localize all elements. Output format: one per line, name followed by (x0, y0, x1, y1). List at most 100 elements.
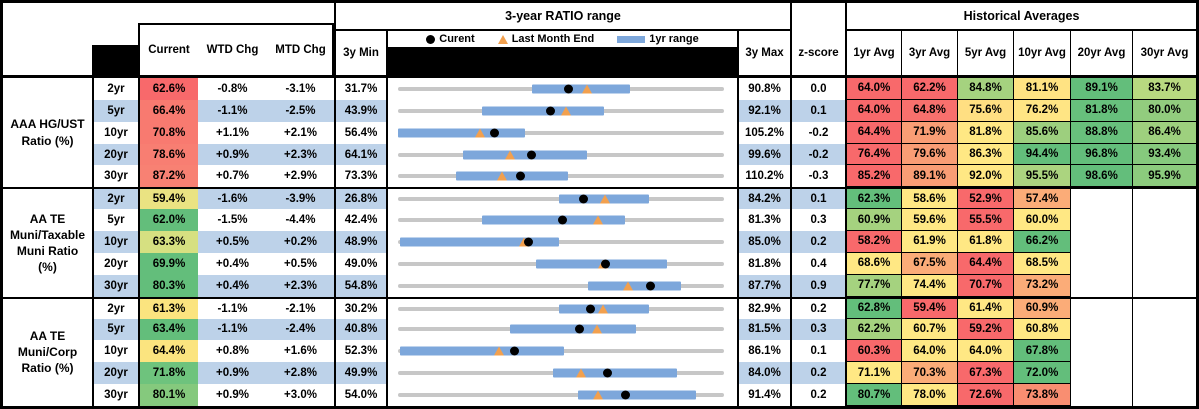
avg-cell: 62.2% (845, 318, 901, 341)
last-month-triangle-icon (582, 84, 593, 94)
zscore-cell: 0.9 (790, 274, 845, 297)
3y-min-cell: 54.8% (334, 274, 386, 297)
avg-cell (1132, 274, 1196, 297)
avg-cell: 64.8% (901, 99, 957, 122)
current-dot-icon (602, 368, 612, 378)
avg-cell: 85.2% (845, 165, 901, 188)
avg-cell: 89.1% (901, 165, 957, 188)
avg-cell: 73.8% (1013, 384, 1070, 406)
avg-cell: 83.7% (1132, 78, 1196, 100)
avg-cell (1132, 384, 1196, 406)
range-chart-cell (386, 99, 737, 122)
current-value-cell: 64.4% (138, 340, 198, 363)
range-bar-1yr (552, 368, 678, 378)
avg-cell: 68.5% (1013, 252, 1070, 275)
current-dot-icon (516, 171, 526, 181)
avg-cell: 81.8% (957, 121, 1013, 144)
avg-cell: 98.6% (1070, 165, 1132, 188)
mtd-chg-cell: +0.5% (267, 252, 334, 275)
avg-cell: 55.5% (957, 209, 1013, 232)
3y-max-cell: 81.8% (737, 252, 790, 275)
zscore-cell: 0.1 (790, 99, 845, 122)
range-chart-cell (386, 384, 737, 406)
tenor-cell: 10yr (92, 231, 138, 253)
3y-min-cell: 43.9% (334, 99, 386, 122)
zscore-cell: 0.2 (790, 362, 845, 385)
current-value-cell: 87.2% (138, 165, 198, 188)
current-value-cell: 59.4% (138, 187, 198, 210)
avg-cell (1132, 187, 1196, 210)
avg-cell: 96.8% (1070, 143, 1132, 166)
current-dot-icon (557, 215, 567, 225)
avg-cell (1070, 362, 1132, 385)
wtd-chg-cell: +0.7% (198, 165, 267, 188)
mtd-chg-cell: +3.0% (267, 384, 334, 406)
tenor-header (92, 3, 138, 75)
zscore-column-header: z-score (790, 31, 845, 75)
legend-range-label: 1yr range (649, 33, 699, 45)
avg-cell: 66.2% (1013, 231, 1070, 253)
wtd-chg-cell: -1.6% (198, 187, 267, 210)
range-plot (398, 78, 724, 100)
range-track (398, 393, 724, 398)
zscore-cell: -0.2 (790, 121, 845, 144)
avg-cell: 59.2% (957, 318, 1013, 341)
avg-cell: 62.8% (845, 296, 901, 319)
wtd-chg-cell: -1.5% (198, 209, 267, 232)
last-month-triangle-icon (497, 34, 508, 44)
avg-cell: 89.1% (1070, 78, 1132, 100)
tenor-cell: 20yr (92, 252, 138, 275)
current-value-cell: 80.1% (138, 384, 198, 406)
range-track (398, 130, 724, 135)
range-bar-1yr (588, 281, 682, 291)
avg-cell (1070, 340, 1132, 363)
current-dot-icon (574, 324, 584, 334)
current-value-cell: 62.6% (138, 78, 198, 100)
3y-max-cell: 105.2% (737, 121, 790, 144)
wtd-chg-cell: -0.8% (198, 78, 267, 100)
tenor-cell: 2yr (92, 78, 138, 100)
zscore-cell: 0.3 (790, 209, 845, 232)
avg-cell (1070, 296, 1132, 319)
range-bar-1yr (463, 150, 588, 160)
current-dot-icon (563, 84, 573, 94)
3y-min-cell: 49.0% (334, 252, 386, 275)
mtd-chg-cell: -2.4% (267, 318, 334, 341)
avg-cell: 76.2% (1013, 99, 1070, 122)
avg-cell (1070, 384, 1132, 406)
range-plot (398, 209, 724, 231)
avg-cell: 70.7% (957, 274, 1013, 297)
range-plot (398, 275, 724, 297)
avg-cell: 67.8% (1013, 340, 1070, 363)
group-label: AA TE Muni/Taxable Muni Ratio (%) (3, 187, 92, 297)
historical-averages-band-title: Historical Averages (845, 3, 1196, 31)
range-bar-1yr (399, 346, 564, 356)
avg-cell: 60.9% (1013, 296, 1070, 319)
change-columns-header: Current WTD Chg MTD Chg (138, 3, 334, 75)
3y-min-cell: 48.9% (334, 231, 386, 253)
range-chart-cell (386, 318, 737, 341)
mtd-chg-cell: +2.8% (267, 362, 334, 385)
avg-cell: 95.5% (1013, 165, 1070, 188)
avg-cell: 84.8% (957, 78, 1013, 100)
avg-cell: 72.6% (957, 384, 1013, 406)
table-header: Current WTD Chg MTD Chg 3-year RATIO ran… (3, 3, 1196, 78)
avg-cell (1132, 231, 1196, 253)
3y-max-cell: 90.8% (737, 78, 790, 100)
avg-cell: 67.3% (957, 362, 1013, 385)
3y-max-cell: 86.1% (737, 340, 790, 363)
mtd-chg-cell: +1.6% (267, 340, 334, 363)
range-bar-1yr (577, 390, 697, 400)
wtd-chg-cell: +0.8% (198, 340, 267, 363)
3y-min-cell: 26.8% (334, 187, 386, 210)
avg-cell: 57.4% (1013, 187, 1070, 210)
avg-cell: 68.6% (845, 252, 901, 275)
zscore-cell: 0.4 (790, 252, 845, 275)
current-value-cell: 61.3% (138, 296, 198, 319)
range-chart-cell (386, 165, 737, 188)
current-value-cell: 80.3% (138, 274, 198, 297)
current-value-cell: 78.6% (138, 143, 198, 166)
range-plot (398, 189, 724, 209)
3y-max-cell: 82.9% (737, 296, 790, 319)
avg-cell: 73.2% (1013, 274, 1070, 297)
